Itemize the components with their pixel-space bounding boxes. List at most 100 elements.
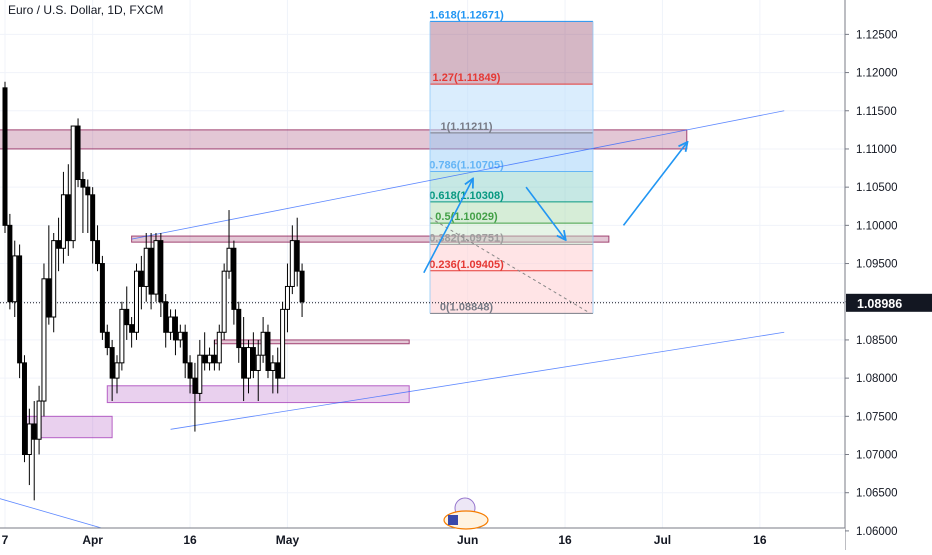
candles [2, 81, 305, 501]
candle-body [26, 423, 32, 456]
price-tick-label: 1.11000 [856, 144, 897, 156]
candle-body [56, 240, 62, 249]
candle-body [148, 247, 154, 295]
candle-body [99, 263, 105, 333]
fib-band [430, 132, 593, 172]
price-tick-label: 1.06000 [856, 526, 898, 538]
candle-body [46, 278, 52, 318]
trend-line [170, 331, 785, 430]
price-tick-label: 1.12000 [856, 68, 898, 80]
fib-band [430, 223, 593, 245]
time-tick-label: 16 [558, 533, 572, 547]
time-tick-label: Jul [654, 533, 671, 547]
trend-line [131, 110, 785, 240]
projection-arrow [525, 186, 565, 239]
candle-body [216, 331, 222, 364]
candle-body [172, 316, 178, 341]
time-axis: 7 Apr 16 May Jun 16 Jul 16 [0, 527, 845, 550]
fib-level-label: 0.382(1.09751) [429, 232, 504, 244]
candle-body [95, 240, 101, 265]
fib-band [430, 21, 593, 85]
fib-band [430, 171, 593, 202]
candle-body [226, 247, 232, 272]
fib-level-label: 1.618(1.12671) [429, 9, 504, 21]
candle-body [51, 240, 57, 318]
candle-body [197, 354, 203, 394]
fib-band [430, 201, 593, 224]
price-tick-label: 1.08500 [856, 335, 898, 347]
candle-body [90, 194, 96, 242]
fib-level-label: 0.786(1.10705) [429, 159, 504, 171]
fib-level-label: 0.5(1.10029) [435, 211, 498, 223]
candle-body [21, 362, 27, 456]
candle-body [211, 354, 217, 364]
candle-body [41, 278, 47, 402]
fib-band [430, 84, 593, 133]
candle-body [270, 362, 276, 371]
candle-body [236, 308, 242, 349]
candle-body [294, 240, 300, 272]
fibonacci-extension: 1.618(1.12671) 1.27(1.11849) 1(1.11211) 0.7… [429, 9, 594, 314]
time-tick-label: May [276, 533, 300, 547]
price-tick-label: 1.07000 [856, 450, 898, 462]
candle-body [265, 331, 271, 371]
last-price-badge [846, 293, 932, 312]
fib-band [430, 270, 593, 314]
candle-body [231, 247, 237, 310]
candle-body [7, 224, 13, 303]
price-tick-label: 1.11500 [856, 106, 897, 118]
candle-body [36, 400, 42, 440]
price-axis: 1.12500 1.12000 1.11500 1.11000 1.10500 1.100… [844, 0, 932, 550]
candle-body [280, 308, 286, 379]
candle-body [221, 270, 227, 333]
candle-body [177, 331, 183, 341]
projection-arrows [423, 143, 687, 274]
candle-body [75, 125, 81, 181]
candle-body [250, 347, 256, 371]
price-tick-label: 1.10500 [856, 182, 898, 194]
candle-body [80, 179, 86, 188]
candle-body [143, 247, 149, 287]
time-tick-label: 7 [2, 533, 9, 547]
time-axis-bg [0, 528, 845, 550]
price-tick-label: 1.10000 [856, 220, 898, 232]
candle-body [17, 255, 23, 364]
price-tick-label: 1.06500 [856, 488, 898, 500]
candle-body [138, 270, 144, 287]
candle-body [260, 331, 266, 356]
candle-body [153, 240, 159, 295]
fib-level-label: 0(1.08848) [440, 301, 494, 313]
chart-title: Euro / U.S. Dollar, 1D, FXCM [8, 3, 164, 17]
candle-body [202, 354, 208, 364]
candle-body [158, 240, 164, 303]
projection-arrow [423, 180, 473, 274]
supply-demand-zones [0, 129, 688, 439]
price-tick-label: 1.12500 [856, 29, 898, 41]
candle-body [289, 240, 295, 287]
watermark-logo [443, 497, 489, 530]
candle-body [104, 331, 110, 349]
candle-body [31, 423, 37, 440]
candle-body [109, 347, 115, 379]
last-price-label: 1.08986 [857, 297, 902, 311]
price-tick-label: 1.09500 [856, 259, 898, 271]
candle-body [255, 354, 261, 371]
candle-body [114, 362, 120, 379]
candle-body [65, 194, 71, 242]
candle-body [60, 194, 66, 249]
candle-body [70, 125, 76, 242]
time-tick-label: 16 [753, 533, 767, 547]
candle-body [246, 347, 251, 379]
fib-level-label: 1(1.11211) [441, 121, 493, 133]
fib-level-label: 1.27(1.11849) [433, 72, 501, 84]
time-tick-label: 16 [183, 533, 197, 547]
candle-body [124, 308, 130, 326]
candle-body [241, 347, 247, 379]
candle-body [182, 331, 188, 364]
candle-body [133, 270, 139, 333]
time-tick-label: Apr [82, 533, 103, 547]
logo-flag [448, 515, 458, 525]
grid [0, 0, 845, 532]
